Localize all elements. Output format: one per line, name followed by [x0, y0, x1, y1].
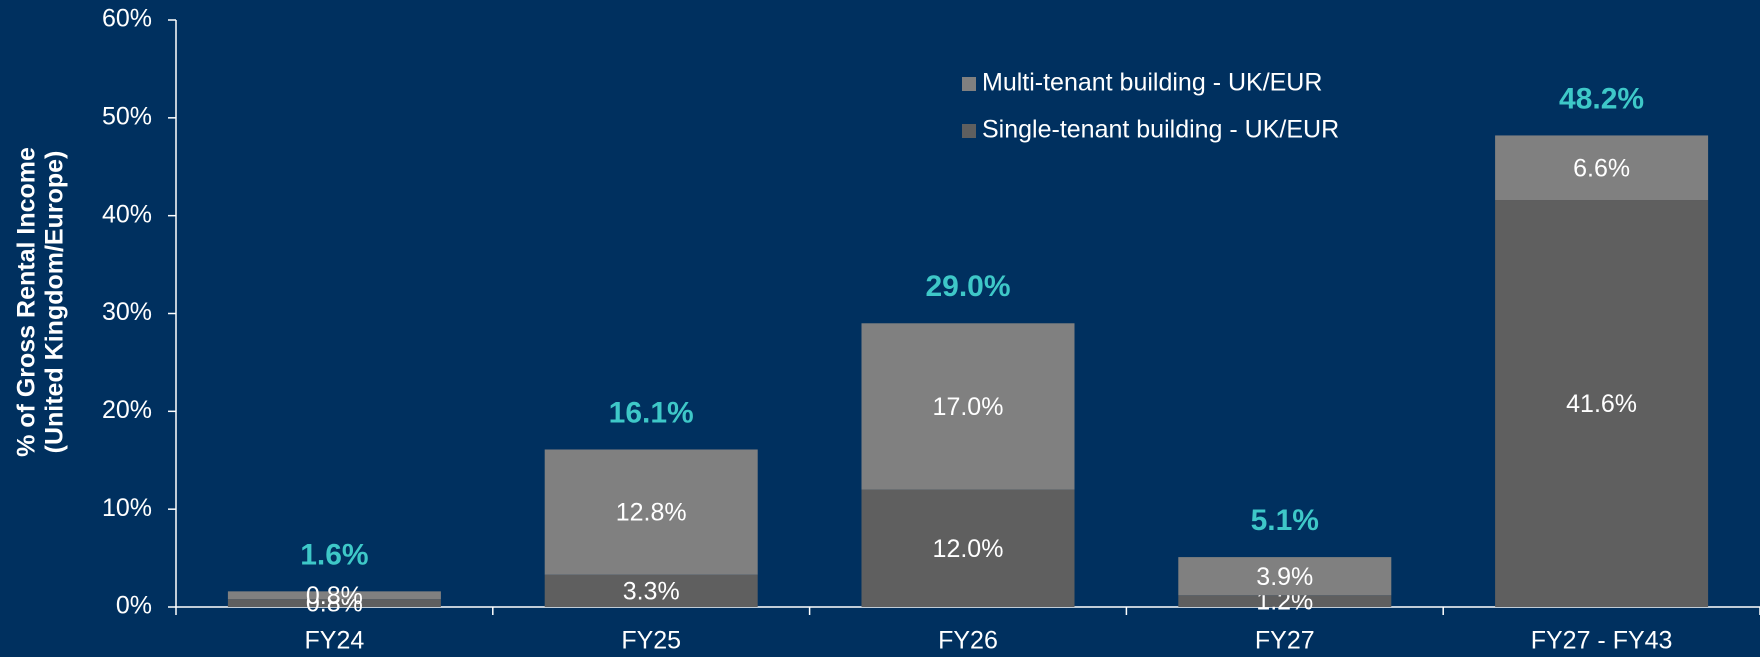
- x-tick-label: FY26: [938, 627, 998, 655]
- y-tick-label: 50%: [102, 102, 152, 130]
- y-axis-title: % of Gross Rental Income (United Kingdom…: [13, 147, 69, 457]
- total-label: 16.1%: [609, 396, 694, 429]
- legend-swatch: [962, 124, 976, 138]
- bar-segment: [544, 449, 758, 575]
- bar-value-label: 12.0%: [933, 535, 1004, 563]
- bar-segment: [861, 323, 1075, 490]
- y-tick-label: 60%: [102, 5, 152, 33]
- bar-segment: [227, 591, 441, 600]
- legend-label: Single-tenant building - UK/EUR: [982, 116, 1339, 144]
- bar-segment: [1495, 135, 1709, 201]
- y-tick-label: 30%: [102, 298, 152, 326]
- total-label: 1.6%: [300, 538, 368, 571]
- bar-value-label: 12.8%: [616, 499, 687, 527]
- y-tick-label: 0%: [116, 592, 152, 620]
- bar-segment: [861, 489, 1075, 607]
- y-tick-label: 10%: [102, 494, 152, 522]
- bar-value-label: 3.3%: [623, 577, 680, 605]
- bar-value-label: 3.9%: [1256, 563, 1313, 591]
- x-tick-label: FY24: [305, 627, 365, 655]
- y-tick-label: 20%: [102, 396, 152, 424]
- legend-swatch: [962, 77, 976, 91]
- x-tick-label: FY25: [621, 627, 681, 655]
- x-tick-label: FY27: [1255, 627, 1315, 655]
- x-tick-label: FY27 - FY43: [1531, 627, 1673, 655]
- bar-value-label: 0.8%: [306, 582, 363, 610]
- y-axis-title-line: % of Gross Rental Income: [13, 147, 41, 457]
- bar-segment: [1178, 557, 1392, 596]
- bar-value-label: 41.6%: [1566, 390, 1637, 418]
- total-label: 29.0%: [925, 270, 1010, 303]
- y-axis-title-line: (United Kingdom/Europe): [41, 151, 69, 454]
- y-tick-label: 40%: [102, 200, 152, 228]
- bar-segment: [227, 599, 441, 607]
- legend-label: Multi-tenant building - UK/EUR: [982, 69, 1322, 97]
- bar-value-label: 17.0%: [933, 393, 1004, 421]
- bar-segment: [544, 574, 758, 607]
- bar-value-label: 6.6%: [1573, 154, 1630, 182]
- bar-segment: [1495, 200, 1709, 607]
- total-label: 5.1%: [1251, 504, 1319, 537]
- bar-segment: [1178, 595, 1392, 607]
- total-label: 48.2%: [1559, 82, 1644, 115]
